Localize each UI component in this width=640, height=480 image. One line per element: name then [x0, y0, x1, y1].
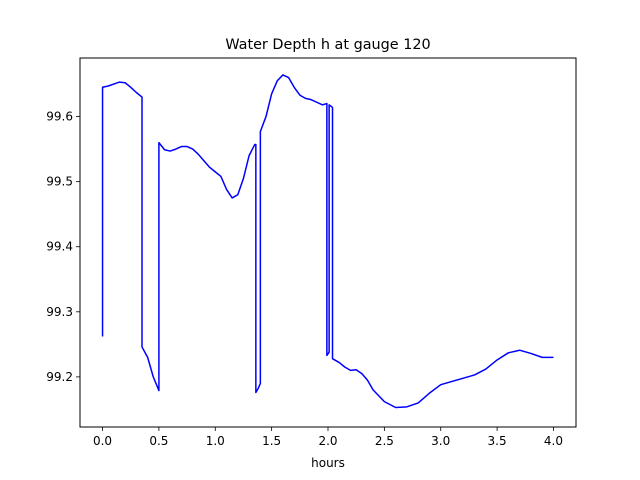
plot-area	[101, 74, 554, 409]
y-tick-label: 99.4	[46, 240, 73, 254]
x-axis: 0.0 0.5 1.0 1.5 2.0 2.5 3.0 3.5 4.0	[93, 427, 563, 448]
x-tick-label: 3.5	[488, 434, 507, 448]
y-tick-label: 99.3	[46, 305, 73, 319]
y-tick-label: 99.2	[46, 370, 73, 384]
x-tick-label: 4.0	[544, 434, 563, 448]
y-tick-label: 99.6	[46, 110, 73, 124]
x-tick-label: 2.0	[318, 434, 337, 448]
x-tick-label: 1.0	[206, 434, 225, 448]
y-axis: 99.2 99.3 99.4 99.5 99.6	[46, 110, 80, 384]
series-line-0	[101, 74, 554, 409]
x-tick-label: 2.5	[375, 434, 394, 448]
y-tick-label: 99.5	[46, 175, 73, 189]
x-tick-label: 3.0	[431, 434, 450, 448]
x-axis-label: hours	[311, 456, 345, 470]
x-tick-label: 0.0	[93, 434, 112, 448]
chart-title: Water Depth h at gauge 120	[225, 37, 430, 53]
x-tick-label: 1.5	[262, 434, 281, 448]
x-tick-label: 0.5	[149, 434, 168, 448]
